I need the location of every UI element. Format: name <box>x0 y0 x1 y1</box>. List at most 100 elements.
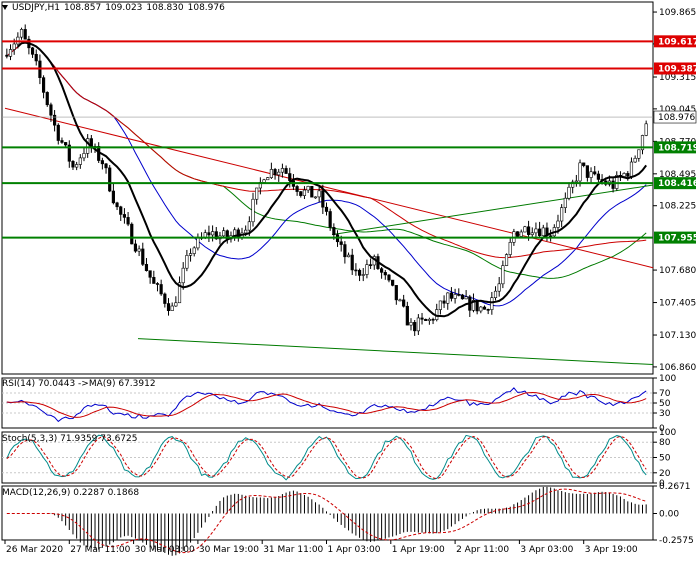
candle-body <box>295 186 299 192</box>
candle-body <box>284 168 288 174</box>
current-price-tag <box>653 110 697 124</box>
candles-group <box>5 24 648 336</box>
trend-line-red <box>4 107 654 269</box>
candle-body <box>104 163 108 169</box>
level-price-tag <box>654 231 696 244</box>
candle-body <box>515 231 520 237</box>
rsi-tick-label: 70 <box>659 389 671 399</box>
candle-body <box>387 274 391 281</box>
candle-body <box>530 232 534 235</box>
candle-body <box>177 282 182 304</box>
candle-body <box>369 264 373 266</box>
candle-body <box>442 300 446 304</box>
candle-body <box>321 190 325 208</box>
candle-body <box>12 43 16 50</box>
trend-line-green-lower <box>137 338 654 366</box>
candle-body <box>622 173 626 177</box>
candle-body <box>578 162 582 182</box>
candle-body <box>424 318 428 321</box>
candle-body <box>181 267 185 284</box>
candle-body <box>19 29 24 38</box>
candle-body <box>479 306 483 312</box>
macd-signal-line <box>6 488 647 554</box>
rsi-tick-label: 0 <box>659 424 665 434</box>
candle-body <box>207 232 211 236</box>
macd-tick-label: 0.2671 <box>659 482 691 492</box>
candle-body <box>402 299 406 307</box>
high-value: 109.023 <box>105 3 143 13</box>
candle-body <box>30 47 35 55</box>
candle-body <box>244 229 248 234</box>
candle-body <box>596 173 600 180</box>
price-tick-label: 108.495 <box>659 170 696 180</box>
candle-body <box>310 186 314 198</box>
dropdown-arrow-icon[interactable] <box>2 5 8 10</box>
candle-body <box>163 293 167 304</box>
candle-body <box>71 160 75 168</box>
close-value: 108.976 <box>187 3 225 13</box>
candle-body <box>78 157 82 165</box>
candle-body <box>409 322 413 326</box>
candle-body <box>247 221 251 231</box>
candle-body <box>130 223 134 245</box>
candle-body <box>60 140 64 143</box>
candle-body <box>269 169 273 178</box>
candle-body <box>611 180 615 189</box>
candle-body <box>482 306 487 310</box>
candle-body <box>302 189 307 196</box>
candle-body <box>640 135 645 151</box>
price-tick-label: 109.045 <box>659 105 696 115</box>
candle-body <box>332 227 336 236</box>
candle-body <box>8 49 13 57</box>
candle-body <box>563 197 567 208</box>
macd-header: MACD(12,26,9) 0.2287 0.1868 <box>2 488 140 498</box>
price-tick-label: 109.865 <box>659 8 696 18</box>
candle-body <box>324 206 329 212</box>
price-tick-label: 107.405 <box>659 299 696 309</box>
rsi-tick-label: 30 <box>659 409 671 419</box>
candle-body <box>280 168 284 173</box>
stoch-tick-label: 0 <box>659 479 665 489</box>
ema-black-line <box>17 41 647 318</box>
trend-line-green-upper <box>331 184 654 236</box>
candle-body <box>119 206 123 215</box>
candle-body <box>365 264 369 275</box>
candle-body <box>313 196 318 199</box>
level-price-tag <box>654 35 696 48</box>
candle-body <box>148 270 152 278</box>
candle-body <box>380 268 384 273</box>
candle-body <box>519 231 523 237</box>
candle-body <box>49 104 53 116</box>
candle-body <box>222 230 226 237</box>
level-price-label: 108.416 <box>658 179 699 189</box>
candle-body <box>383 272 387 276</box>
candle-body <box>273 169 277 176</box>
candle-body <box>251 198 255 223</box>
candle-body <box>449 292 454 299</box>
open-value: 108.857 <box>63 3 102 13</box>
time-tick-label: 26 Mar 2020 <box>6 545 63 555</box>
candle-body <box>615 174 619 189</box>
candle-body <box>100 160 104 165</box>
price-tick-label: 107.130 <box>659 331 696 341</box>
candle-body <box>471 299 476 311</box>
candle-body <box>34 54 38 62</box>
time-tick-label: 3 Apr 19:00 <box>585 545 638 555</box>
candle-body <box>574 180 578 183</box>
rsi-tick-label: 100 <box>659 374 676 384</box>
candle-body <box>644 123 648 136</box>
level-price-tag <box>654 141 696 154</box>
candle-body <box>192 247 196 254</box>
candle-body <box>560 207 564 222</box>
candle-body <box>490 297 494 310</box>
candle-body <box>23 29 27 40</box>
candle-body <box>556 220 560 228</box>
candle-body <box>486 309 490 311</box>
candle-body <box>589 171 593 178</box>
candle-body <box>405 305 409 326</box>
candle-body <box>626 173 630 177</box>
stoch-tick-label: 100 <box>659 428 676 438</box>
candle-body <box>233 229 237 236</box>
